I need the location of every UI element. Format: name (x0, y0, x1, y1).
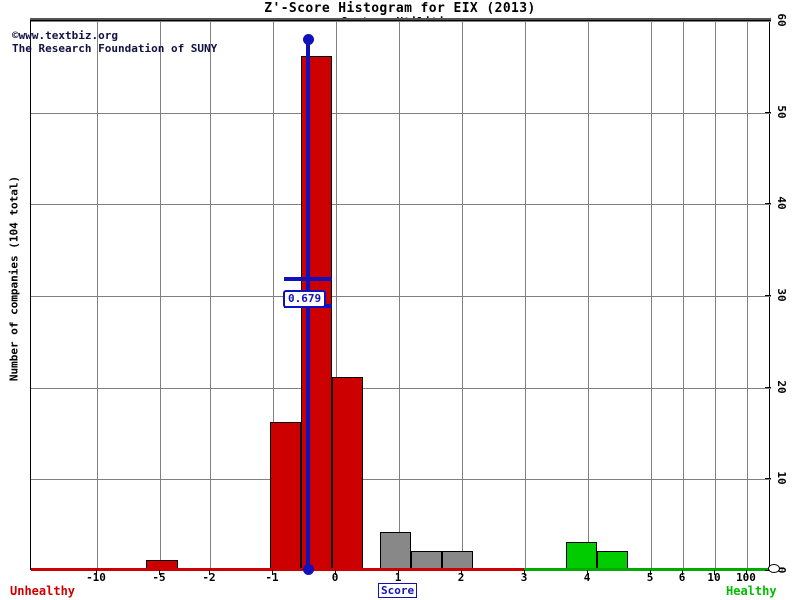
y-tick-mark-40 (765, 203, 771, 205)
x-tick-mark--5 (159, 570, 160, 575)
score-marker-upper-whisker (284, 276, 332, 281)
x-tick-label-100: 100 (736, 571, 756, 584)
x-tick-label-10: 10 (707, 571, 721, 584)
legend-unhealthy-label: Unhealthy (10, 584, 76, 598)
x-tick-mark-3 (524, 570, 525, 575)
bar-bin-0-0.5 (270, 422, 301, 569)
gridline-h-40 (31, 204, 771, 206)
score-marker-value-label: 0.679 (283, 289, 327, 308)
x-tick-label-6: 6 (678, 571, 686, 584)
gridline-v--10 (97, 21, 98, 571)
x-tick-mark--10 (96, 570, 97, 575)
x-tick-mark-5 (650, 570, 651, 575)
gridline-v-2 (462, 21, 463, 571)
gridline-v-4 (588, 21, 589, 571)
x-tick-label-0: 0 (331, 571, 339, 584)
y-tick-label-20: 20 (775, 380, 788, 394)
x-tick-label--5: -5 (152, 571, 166, 584)
bar-bin-1.5-2 (380, 532, 411, 569)
x-tick-mark-0 (335, 570, 336, 575)
bar-bin-4.2-4.6 (597, 550, 628, 569)
chart-title: Z'-Score Histogram for EIX (2013) (264, 1, 536, 16)
x-tick-label-5: 5 (646, 571, 654, 584)
gridline-h-20 (31, 387, 771, 389)
gridline-h-60 (31, 21, 771, 22)
x-tick-mark--2 (209, 570, 210, 575)
infinity-marker-icon (768, 564, 780, 573)
gridline-h-10 (31, 479, 771, 481)
gridline-v--2 (210, 21, 211, 571)
bar-bin-2.25-2.5 (442, 550, 473, 569)
x-tick-label--10: -10 (86, 571, 106, 584)
y-tick-mark-10 (765, 478, 771, 480)
credit-text: ©www.textbiz.org The Research Foundation… (12, 29, 217, 55)
x-tick-mark-1 (398, 570, 399, 575)
x-tick-label-1: 1 (394, 571, 402, 584)
y-tick-mark-60 (765, 20, 771, 21)
plot-area (30, 20, 771, 571)
y-tick-label-40: 40 (775, 196, 788, 210)
x-tick-label-2: 2 (457, 571, 465, 584)
gridline-v-10 (715, 21, 716, 571)
y-tick-mark-20 (765, 386, 771, 388)
score-marker-bottom-dot (302, 564, 314, 575)
gridline-v-5 (651, 21, 652, 571)
gridline-v--5 (160, 21, 161, 571)
x-tick-mark--1 (272, 570, 273, 575)
legend-healthy-label: Healthy (726, 584, 777, 598)
x-axis-label: Score (378, 583, 418, 598)
y-tick-label-60: 60 (775, 13, 788, 27)
gridline-h-30 (31, 296, 771, 297)
x-tick-label-4: 4 (583, 571, 591, 584)
y-tick-mark-30 (765, 295, 771, 296)
gridline-v-100 (747, 21, 748, 571)
x-tick-label-3: 3 (520, 571, 528, 584)
axis-baseline-unhealthy (31, 568, 525, 571)
bar-bin-3.8-4.2 (566, 541, 597, 569)
x-tick-mark-4 (587, 570, 588, 575)
y-tick-label-50: 50 (775, 105, 788, 119)
x-tick-mark-10 (714, 570, 715, 575)
gridline-v-6 (683, 21, 684, 571)
x-tick-mark-6 (682, 570, 683, 575)
credit-line-2: The Research Foundation of SUNY (12, 42, 218, 55)
x-tick-label--2: -2 (202, 571, 216, 584)
y-axis-label: Number of companies (104 total) (7, 175, 21, 382)
x-tick-label--1: -1 (265, 571, 279, 584)
y-tick-label-10: 10 (775, 471, 788, 485)
gridline-h-50 (31, 112, 771, 114)
gridline-v-3 (525, 21, 526, 571)
y-tick-label-30: 30 (775, 288, 788, 302)
gridline-v--1 (273, 21, 274, 571)
credit-line-1: ©www.textbiz.org (12, 29, 118, 42)
score-marker-top-dot (302, 34, 314, 46)
gridline-v-1 (399, 21, 400, 571)
bar-bin-1-1.5 (332, 376, 363, 569)
gridline-v-0 (336, 21, 337, 571)
x-tick-mark-2 (461, 570, 462, 575)
x-tick-mark-100 (746, 570, 747, 575)
bar-bin-2-2.25 (411, 550, 442, 569)
y-tick-mark-50 (765, 111, 771, 113)
axis-baseline-healthy (524, 568, 769, 571)
plot-top-rule (30, 18, 771, 21)
